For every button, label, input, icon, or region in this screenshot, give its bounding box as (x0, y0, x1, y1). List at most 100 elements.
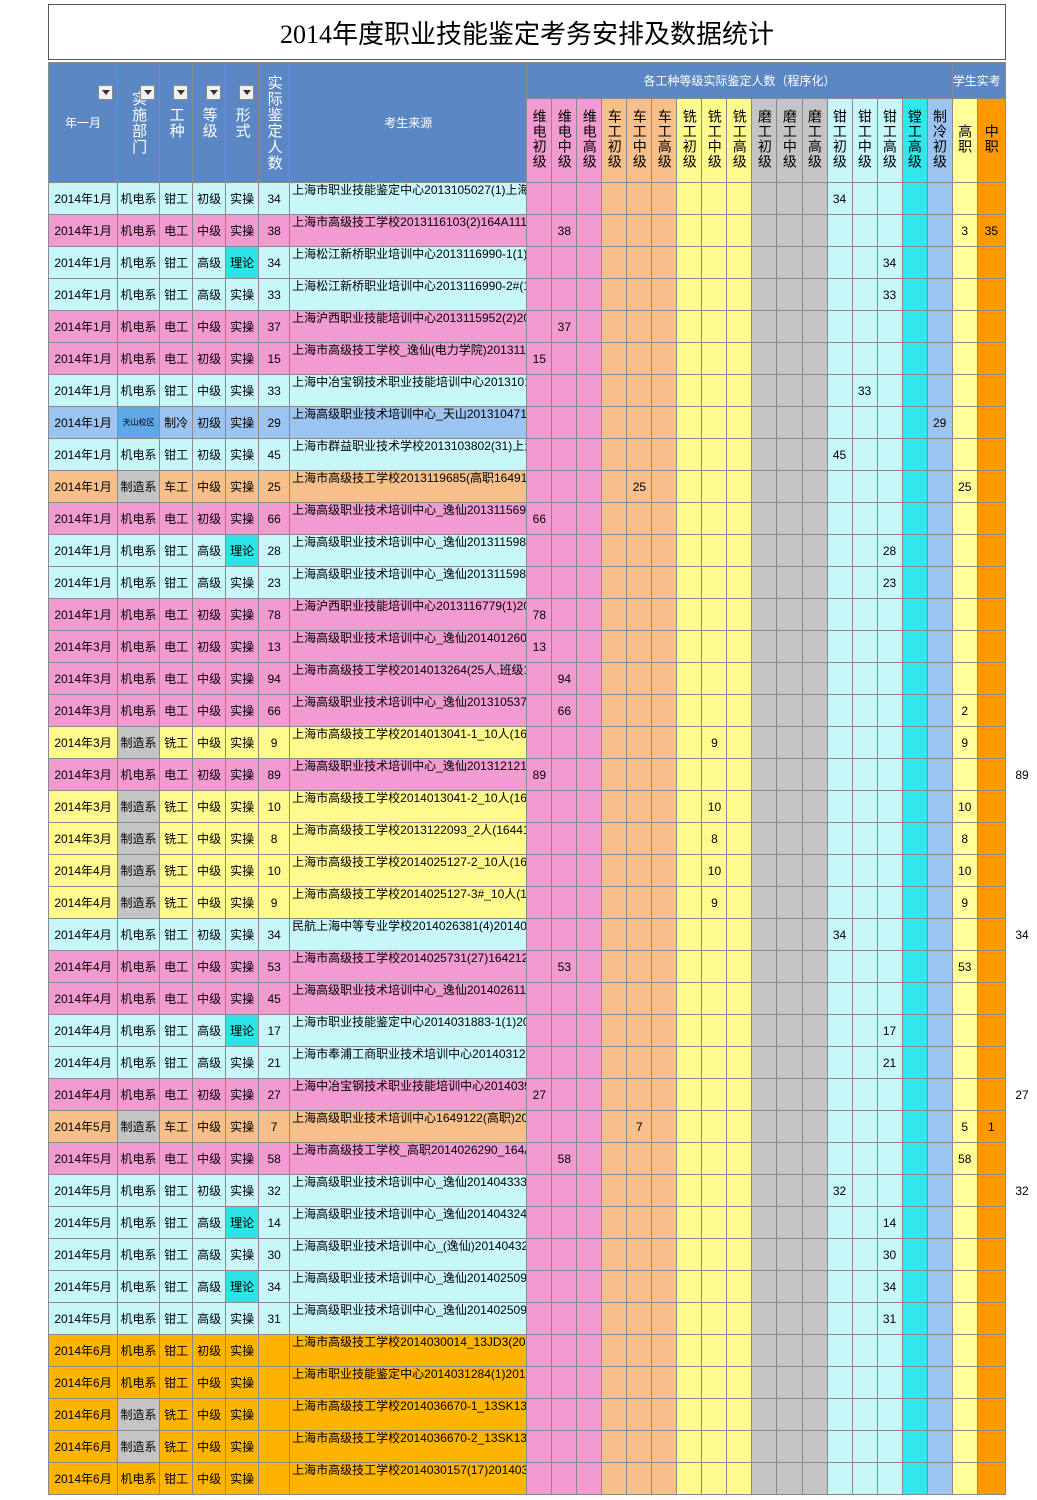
level-cell[interactable]: 中级 (192, 1462, 227, 1495)
stat-cell[interactable] (826, 1206, 853, 1239)
stat-cell[interactable] (726, 182, 753, 215)
stat-cell[interactable] (926, 438, 953, 471)
stat-cell[interactable] (751, 502, 778, 535)
stat-cell[interactable] (901, 502, 928, 535)
source-cell[interactable]: 上海松江新桥职业培训中心2013116990-2#(1)2013104676-2… (289, 278, 528, 311)
dept-cell[interactable]: 制造系 (117, 1110, 161, 1143)
stat-cell[interactable] (926, 598, 953, 631)
stat-cell[interactable] (576, 1014, 603, 1047)
level-cell[interactable]: 初级 (192, 598, 227, 631)
stat-cell[interactable] (851, 1110, 878, 1143)
stat-cell[interactable] (701, 1206, 728, 1239)
stat-cell[interactable] (626, 246, 653, 279)
stat-cell[interactable] (901, 374, 928, 407)
trade-cell[interactable]: 电工 (159, 662, 194, 695)
stat-cell[interactable] (651, 1142, 678, 1175)
stat-cell[interactable] (526, 1046, 553, 1079)
stat-cell[interactable] (826, 1142, 853, 1175)
month-cell[interactable]: 2014年5月 (47, 1302, 119, 1335)
stat-cell[interactable] (926, 1174, 953, 1207)
stat-cell[interactable] (651, 694, 678, 727)
stat-cell[interactable] (551, 822, 578, 855)
stat-cell[interactable] (601, 630, 628, 663)
form-cell[interactable]: 理论 (225, 246, 260, 279)
form-cell[interactable]: 实操 (225, 1366, 260, 1399)
stat-cell[interactable] (576, 950, 603, 983)
count-cell[interactable]: 10 (258, 790, 291, 823)
form-cell[interactable]: 实操 (225, 1238, 260, 1271)
stat-cell[interactable] (876, 726, 903, 759)
stat-cell[interactable] (976, 662, 1007, 695)
source-cell[interactable]: 上海市高级技工学校_高职2014026290_164A122(27)201403… (289, 1142, 528, 1175)
stat-cell[interactable] (901, 278, 928, 311)
count-cell[interactable]: 66 (258, 694, 291, 727)
count-cell[interactable]: 29 (258, 406, 291, 439)
stat-cell[interactable] (601, 694, 628, 727)
stat-cell[interactable] (676, 342, 703, 375)
stat-cell[interactable] (551, 758, 578, 791)
level-cell[interactable]: 初级 (192, 342, 227, 375)
stat-cell[interactable] (901, 1366, 928, 1399)
count-cell[interactable]: 45 (258, 438, 291, 471)
trade-cell[interactable]: 铣工 (159, 1430, 194, 1463)
stat-cell[interactable] (601, 886, 628, 919)
count-cell[interactable]: 8 (258, 822, 291, 855)
stat-cell[interactable] (726, 598, 753, 631)
stat-cell[interactable] (851, 758, 878, 791)
stat-cell[interactable] (601, 1014, 628, 1047)
month-cell[interactable]: 2014年1月 (47, 246, 119, 279)
stat-cell[interactable] (551, 438, 578, 471)
stat-cell[interactable] (826, 1334, 853, 1367)
stat-cell[interactable]: 1 (976, 1110, 1007, 1143)
form-cell[interactable]: 实操 (225, 1046, 260, 1079)
stat-cell[interactable] (751, 758, 778, 791)
level-cell[interactable]: 高级 (192, 278, 227, 311)
stat-cell[interactable] (576, 1142, 603, 1175)
stat-cell[interactable] (526, 566, 553, 599)
stat-cell[interactable] (876, 470, 903, 503)
stat-cell[interactable] (976, 950, 1007, 983)
stat-cell[interactable] (851, 1430, 878, 1463)
level-cell[interactable]: 中级 (192, 1366, 227, 1399)
stat-cell[interactable] (926, 1238, 953, 1271)
stat-cell[interactable]: 17 (876, 1014, 903, 1047)
stat-cell[interactable] (701, 950, 728, 983)
stat-cell[interactable] (876, 438, 903, 471)
stat-cell[interactable] (851, 246, 878, 279)
stat-cell[interactable] (976, 534, 1007, 567)
stat-cell[interactable] (576, 310, 603, 343)
filter-dropdown-icon[interactable] (206, 85, 222, 100)
form-cell[interactable]: 实操 (225, 1398, 260, 1431)
stat-cell[interactable] (826, 758, 853, 791)
stat-cell[interactable] (926, 886, 953, 919)
month-cell[interactable]: 2014年1月 (47, 438, 119, 471)
stat-cell[interactable]: 38 (551, 214, 578, 247)
stat-cell[interactable] (601, 726, 628, 759)
stat-cell[interactable] (701, 1270, 728, 1303)
stat-cell[interactable] (551, 982, 578, 1015)
month-cell[interactable]: 2014年6月 (47, 1430, 119, 1463)
stat-cell[interactable] (726, 406, 753, 439)
stat-cell[interactable] (801, 662, 828, 695)
month-cell[interactable]: 2014年1月 (47, 342, 119, 375)
form-cell[interactable]: 实操 (225, 1430, 260, 1463)
source-cell[interactable]: 上海高级职业技术培训中心_逸仙2014012608(1)2013121769(1… (289, 630, 528, 663)
level-cell[interactable]: 中级 (192, 790, 227, 823)
stat-cell[interactable] (751, 470, 778, 503)
stat-cell[interactable] (726, 438, 753, 471)
stat-cell[interactable] (626, 1302, 653, 1335)
stat-cell[interactable] (676, 758, 703, 791)
source-cell[interactable]: 上海市高级技工学校2014013264(25人,班级1646123)201401… (289, 662, 528, 695)
stat-cell[interactable] (676, 278, 703, 311)
stat-cell[interactable] (751, 1334, 778, 1367)
form-cell[interactable]: 实操 (225, 374, 260, 407)
stat-cell[interactable] (876, 918, 903, 951)
level-cell[interactable]: 中级 (192, 214, 227, 247)
stat-cell[interactable] (676, 182, 703, 215)
stat-cell[interactable] (801, 214, 828, 247)
stat-cell[interactable] (901, 406, 928, 439)
stat-cell[interactable] (651, 790, 678, 823)
stat-cell[interactable] (801, 278, 828, 311)
stat-cell[interactable] (526, 982, 553, 1015)
stat-cell[interactable]: 10 (701, 854, 728, 887)
